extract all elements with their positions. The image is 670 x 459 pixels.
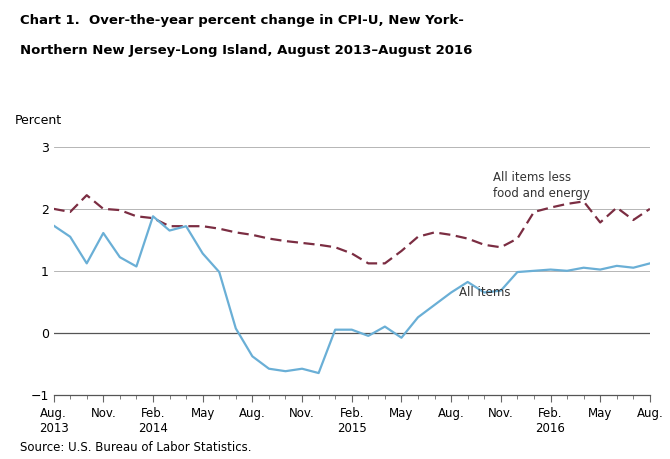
Text: All items less
food and energy: All items less food and energy	[492, 171, 590, 200]
Text: Northern New Jersey-Long Island, August 2013–August 2016: Northern New Jersey-Long Island, August …	[20, 44, 472, 56]
Text: Percent: Percent	[15, 114, 62, 127]
Text: Source: U.S. Bureau of Labor Statistics.: Source: U.S. Bureau of Labor Statistics.	[20, 442, 252, 454]
Text: All items: All items	[460, 286, 511, 299]
Text: Chart 1.  Over-the-year percent change in CPI-U, New York-: Chart 1. Over-the-year percent change in…	[20, 14, 464, 27]
